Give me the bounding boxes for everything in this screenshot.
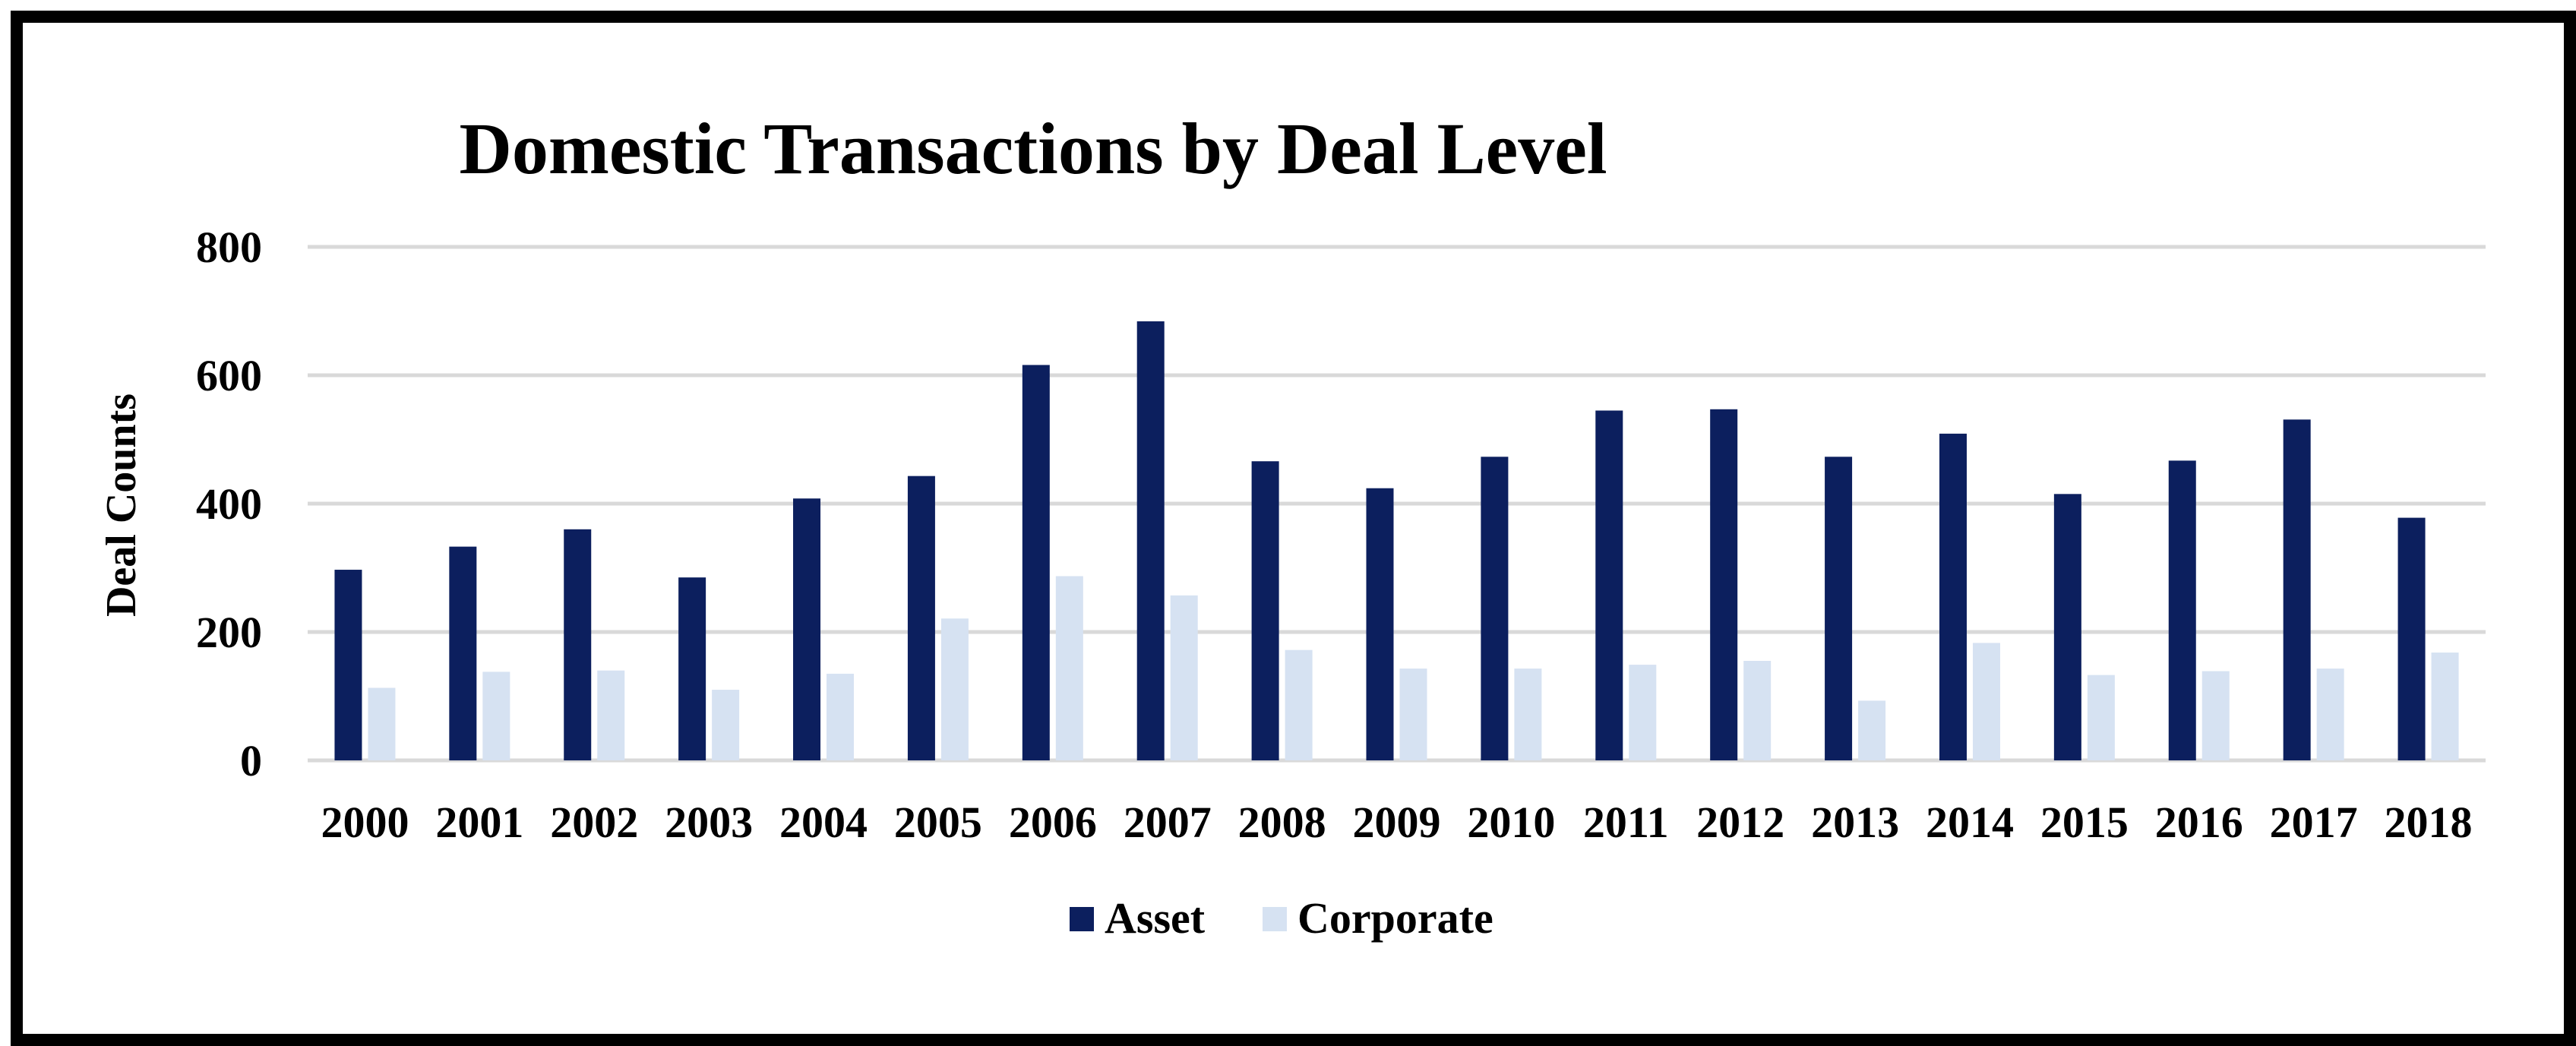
x-tick-label: 2001 — [435, 798, 523, 847]
bar-asset-2018 — [2397, 517, 2426, 760]
bar-corporate-2009 — [1399, 668, 1427, 760]
y-tick-label: 800 — [196, 223, 262, 272]
y-tick-label: 400 — [196, 479, 262, 529]
bar-asset-2011 — [1595, 410, 1623, 760]
legend-label-corporate: Corporate — [1297, 893, 1493, 943]
bar-corporate-2000 — [368, 687, 396, 760]
bar-asset-2009 — [1366, 488, 1394, 760]
x-tick-label: 2003 — [665, 798, 753, 847]
bar-corporate-2017 — [2316, 668, 2344, 760]
bar-corporate-2016 — [2201, 671, 2230, 760]
y-axis-label: Deal Counts — [98, 393, 145, 617]
bar-asset-2000 — [334, 570, 362, 760]
y-tick-label: 0 — [240, 736, 262, 785]
bar-asset-2003 — [678, 577, 706, 760]
x-tick-label: 2004 — [779, 798, 868, 847]
x-tick-label: 2015 — [2040, 798, 2129, 847]
bar-asset-2016 — [2168, 460, 2196, 760]
x-tick-label: 2009 — [1353, 798, 1441, 847]
x-tick-label: 2005 — [894, 798, 982, 847]
bar-asset-2014 — [1939, 433, 1967, 760]
x-tick-label: 2006 — [1009, 798, 1097, 847]
x-tick-label: 2008 — [1238, 798, 1326, 847]
bars — [334, 321, 2459, 761]
bar-corporate-2010 — [1514, 668, 1542, 760]
bar-corporate-2018 — [2431, 653, 2459, 760]
x-tick-label: 2014 — [1926, 798, 2014, 847]
chart-title: Domestic Transactions by Deal Level — [460, 108, 1607, 189]
bar-corporate-2015 — [2087, 675, 2115, 760]
bar-corporate-2005 — [940, 618, 969, 760]
bar-asset-2017 — [2283, 419, 2311, 760]
bar-corporate-2003 — [712, 690, 740, 760]
bar-corporate-2004 — [827, 673, 855, 760]
y-tick-label: 600 — [196, 351, 262, 400]
bar-asset-2013 — [1825, 457, 1853, 760]
bar-corporate-2001 — [482, 672, 510, 760]
x-tick-label: 2000 — [321, 798, 409, 847]
bar-asset-2006 — [1022, 365, 1050, 761]
y-tick-label: 200 — [196, 608, 262, 657]
x-tick-label: 2013 — [1811, 798, 1899, 847]
x-tick-label: 2017 — [2270, 798, 2358, 847]
bar-corporate-2011 — [1629, 665, 1657, 760]
legend-swatch-corporate — [1263, 907, 1287, 931]
bar-asset-2007 — [1136, 321, 1165, 760]
chart-frame — [11, 11, 2576, 1046]
x-tick-label: 2016 — [2155, 798, 2243, 847]
legend-label-asset: Asset — [1105, 893, 1206, 943]
bar-asset-2001 — [449, 546, 477, 760]
bar-corporate-2002 — [597, 670, 625, 760]
bar-corporate-2007 — [1170, 595, 1198, 760]
bar-asset-2012 — [1710, 409, 1738, 760]
x-tick-label: 2007 — [1124, 798, 1212, 847]
bar-corporate-2008 — [1285, 649, 1313, 760]
bar-asset-2004 — [793, 498, 821, 760]
bar-asset-2005 — [907, 476, 935, 760]
x-tick-label: 2011 — [1583, 798, 1669, 847]
x-tick-label: 2018 — [2385, 798, 2473, 847]
bar-corporate-2013 — [1858, 700, 1886, 760]
x-tick-label: 2010 — [1467, 798, 1555, 847]
bar-asset-2015 — [2053, 494, 2081, 760]
bar-corporate-2012 — [1743, 661, 1772, 760]
legend-swatch-asset — [1070, 907, 1094, 931]
bar-asset-2008 — [1251, 461, 1279, 760]
legend: Asset Corporate — [1070, 893, 1493, 943]
x-axis-ticks: 2000 2001 2002 2003 2004 2005 2006 2007 2008 2009… — [321, 798, 2472, 847]
bar-corporate-2014 — [1972, 643, 2000, 760]
bar-asset-2010 — [1481, 457, 1509, 760]
bar-asset-2002 — [564, 529, 592, 760]
x-tick-label: 2002 — [550, 798, 638, 847]
bar-corporate-2006 — [1055, 576, 1083, 760]
y-axis-ticks: 0 200 400 600 800 — [196, 223, 262, 785]
x-tick-label: 2012 — [1696, 798, 1784, 847]
gridlines — [308, 245, 2486, 763]
